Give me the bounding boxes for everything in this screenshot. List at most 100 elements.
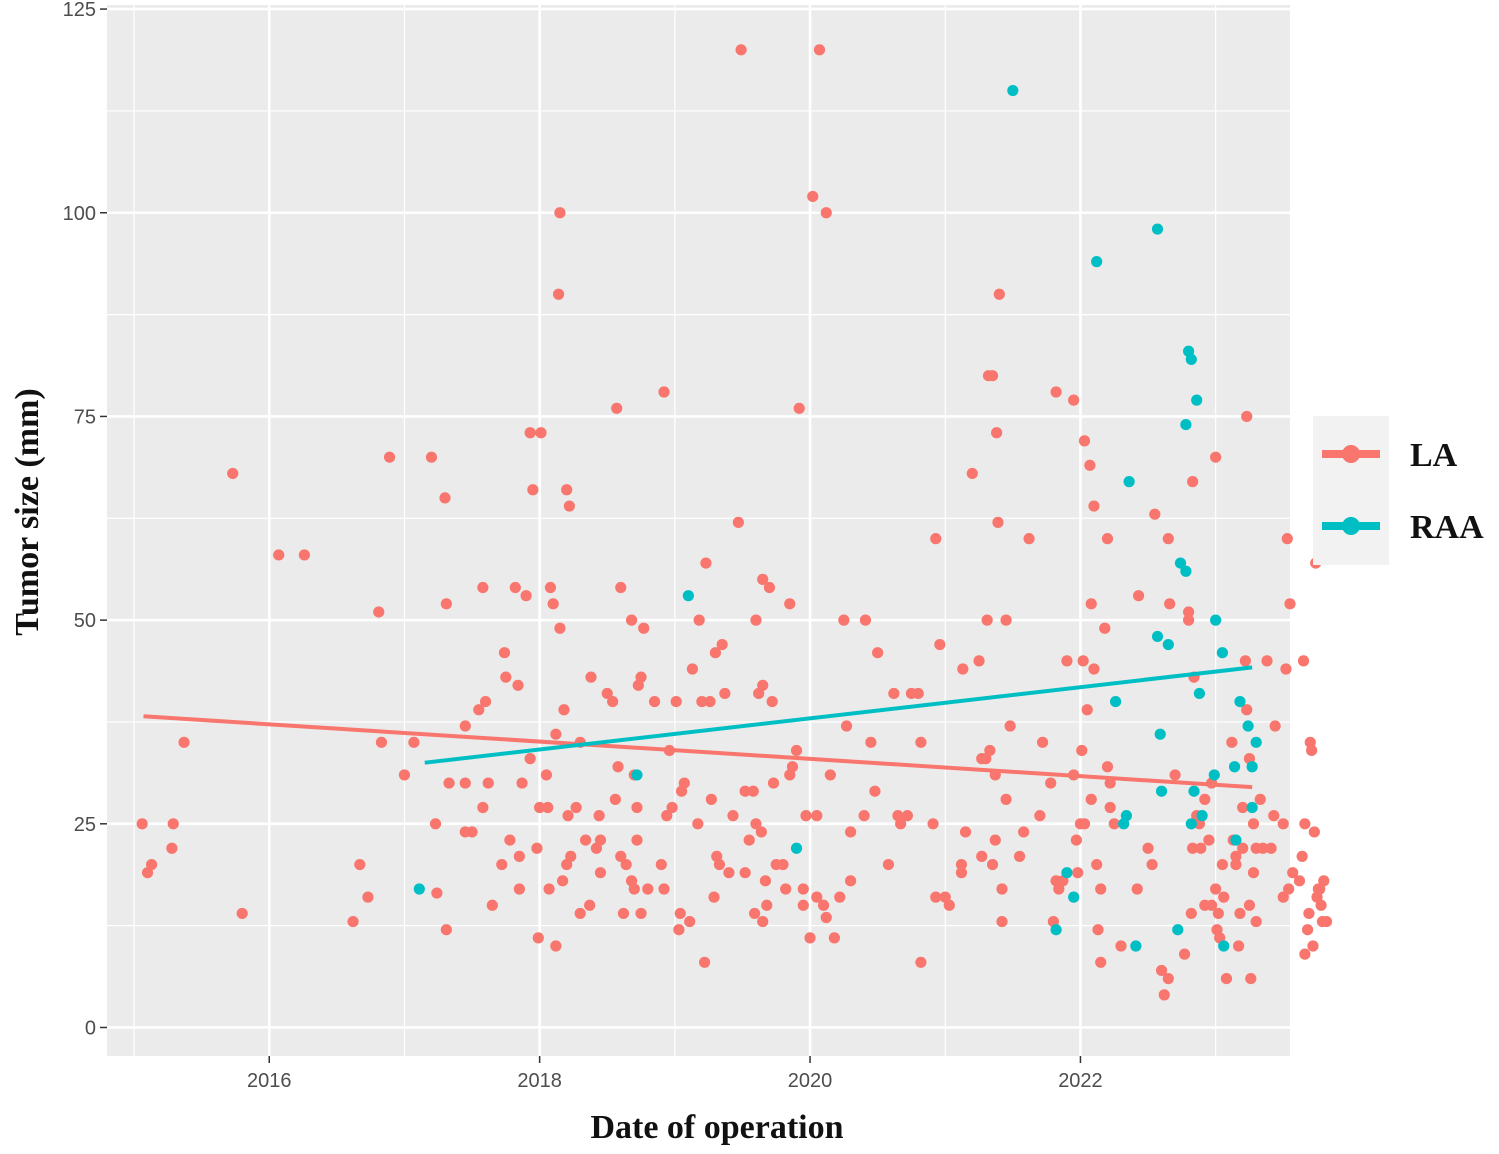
- data-point-la: [955, 867, 968, 879]
- data-point-raa: [1151, 630, 1164, 643]
- data-point-raa: [1196, 810, 1208, 822]
- data-point-raa: [1242, 720, 1254, 732]
- minor-gridlines: [107, 5, 1290, 1056]
- data-point-la: [1036, 736, 1049, 748]
- x-tick-label: 2016: [247, 1070, 292, 1092]
- data-point-la: [362, 891, 374, 903]
- data-point-la: [1146, 858, 1158, 871]
- data-point-raa: [1193, 687, 1206, 700]
- data-point-la: [674, 907, 686, 920]
- data-point-la: [1233, 940, 1245, 952]
- data-point-la: [354, 858, 366, 871]
- data-point-la: [635, 671, 647, 683]
- data-point-la: [1308, 826, 1320, 838]
- data-point-la: [869, 785, 881, 797]
- data-point-la: [1004, 720, 1016, 732]
- data-point-la: [563, 500, 575, 512]
- data-point-raa: [1208, 769, 1220, 781]
- data-point-raa: [1180, 565, 1192, 577]
- data-point-la: [552, 288, 565, 300]
- data-point-la: [1220, 973, 1233, 985]
- data-point-la: [611, 402, 623, 414]
- data-point-la: [1261, 655, 1273, 667]
- data-point-la: [1243, 899, 1256, 911]
- data-point-la: [1283, 883, 1295, 895]
- data-point-la: [1241, 410, 1253, 423]
- data-point-la: [550, 940, 562, 952]
- data-point-la: [1072, 867, 1084, 879]
- data-point-la: [1296, 850, 1308, 862]
- data-point-la: [1301, 924, 1314, 936]
- data-point-la: [167, 818, 179, 830]
- data-point-raa: [1120, 810, 1133, 822]
- data-point-la: [981, 614, 993, 626]
- data-point-la: [1034, 810, 1046, 822]
- data-point-la: [858, 810, 870, 822]
- data-point-la: [542, 801, 554, 814]
- data-point-la: [1104, 777, 1116, 789]
- data-point-la: [989, 834, 1001, 846]
- data-point-la: [996, 915, 1008, 928]
- data-point-la: [991, 427, 1003, 439]
- data-point-la: [915, 736, 927, 748]
- data-point-la: [1230, 858, 1242, 871]
- data-point-la: [482, 777, 494, 789]
- data-point-la: [648, 695, 661, 708]
- data-point-raa: [1188, 785, 1200, 797]
- data-point-la: [739, 867, 751, 879]
- data-point-la: [1265, 842, 1277, 854]
- data-point-la: [440, 598, 452, 610]
- data-point-la: [1281, 533, 1293, 545]
- legend-label-raa: RAA: [1410, 509, 1484, 546]
- data-point-la: [1199, 793, 1211, 805]
- data-point-la: [615, 850, 627, 862]
- data-point-la: [1237, 842, 1249, 854]
- data-point-la: [524, 753, 536, 765]
- data-point-la: [872, 647, 884, 659]
- data-point-la: [534, 801, 546, 814]
- data-point-la: [615, 581, 627, 594]
- x-axis-title: Date of operation: [590, 1109, 843, 1146]
- data-point-la: [804, 932, 816, 944]
- data-point-la: [227, 467, 239, 480]
- data-point-la: [811, 891, 823, 903]
- data-point-la: [692, 818, 704, 830]
- data-point-la: [1280, 663, 1292, 675]
- data-point-la: [719, 687, 731, 700]
- data-point-la: [1014, 850, 1026, 862]
- data-point-la: [986, 858, 999, 871]
- data-point-la: [479, 695, 492, 708]
- data-point-la: [574, 907, 586, 920]
- data-point-la: [780, 883, 792, 895]
- data-point-la: [723, 867, 735, 879]
- data-point-la: [1085, 793, 1097, 805]
- data-point-la: [425, 451, 438, 463]
- data-point-raa: [1130, 940, 1142, 952]
- y-tick-label: 100: [63, 203, 96, 225]
- y-tick-label: 0: [85, 1017, 96, 1039]
- data-point-la: [1210, 451, 1222, 463]
- data-point-la: [686, 663, 699, 675]
- data-point-la: [1101, 533, 1114, 545]
- data-point-la: [500, 671, 512, 683]
- data-point-la: [840, 720, 853, 732]
- data-point-la: [882, 858, 895, 871]
- data-point-la: [496, 858, 508, 871]
- data-point-raa: [1246, 801, 1258, 814]
- data-point-la: [1307, 940, 1319, 952]
- data-point-la: [1099, 622, 1111, 634]
- data-point-la: [136, 818, 148, 830]
- data-point-la: [1149, 508, 1161, 520]
- data-point-raa: [1246, 761, 1258, 773]
- data-point-la: [1068, 394, 1080, 406]
- data-point-la: [1268, 810, 1280, 822]
- data-point-raa: [1216, 647, 1228, 659]
- data-point-raa: [1109, 695, 1122, 708]
- data-point-la: [845, 826, 857, 838]
- data-point-raa: [1218, 940, 1230, 952]
- data-point-la: [547, 598, 559, 610]
- data-point-la: [966, 467, 978, 480]
- data-point-la: [1185, 907, 1197, 920]
- data-point-la: [1210, 883, 1222, 895]
- data-point-la: [976, 850, 988, 862]
